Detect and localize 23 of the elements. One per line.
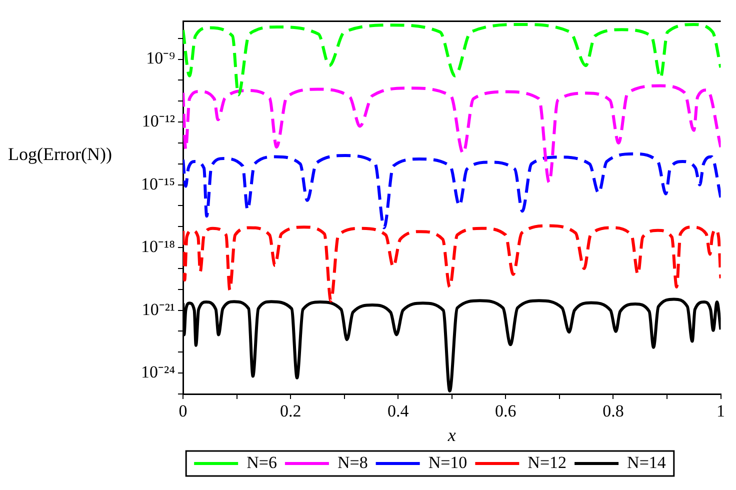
y-tick-label: 10⁻¹⁵	[140, 174, 176, 194]
x-tick-label: 0.8	[602, 402, 624, 421]
line-series	[183, 84, 721, 184]
y-tick-label: 10⁻¹²	[142, 112, 176, 130]
legend-label: N=10	[428, 452, 468, 472]
y-axis-title: Log(Error(N))	[8, 144, 112, 165]
legend-label: N=14	[627, 452, 666, 472]
y-tick-label: 10⁻²¹	[142, 300, 176, 319]
legend-label: N=12	[528, 452, 567, 472]
line-series	[183, 22, 721, 96]
x-tick-label: 0.2	[280, 402, 302, 421]
line-series	[183, 152, 721, 230]
y-tick-label: 10⁻⁹	[146, 48, 176, 68]
legend-label: N=6	[246, 452, 277, 472]
x-tick-label: 0	[178, 402, 188, 421]
line-series	[183, 224, 721, 302]
x-axis-title: x	[446, 424, 456, 445]
legend-label: N=8	[337, 452, 368, 472]
x-tick-label: 1	[716, 402, 725, 421]
y-tick-label: 10⁻²⁴	[140, 362, 176, 382]
x-tick-label: 0.4	[387, 402, 410, 421]
x-tick-label: 0.6	[495, 402, 516, 421]
y-tick-label: 10⁻¹⁸	[140, 237, 176, 256]
